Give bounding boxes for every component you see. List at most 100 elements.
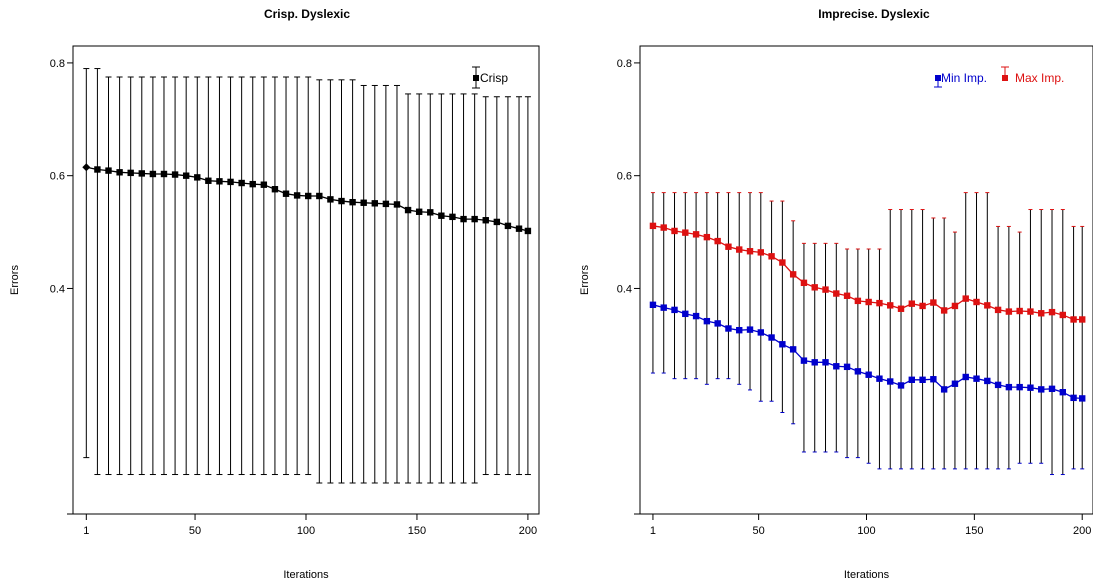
data-point <box>182 172 190 179</box>
data-point <box>682 310 689 318</box>
legend-marker <box>1002 75 1008 81</box>
data-point <box>736 326 743 334</box>
data-point <box>1005 308 1013 315</box>
data-point <box>757 329 764 336</box>
y-axis-label: Errors <box>579 265 591 295</box>
data-point <box>789 271 797 278</box>
data-point <box>149 170 157 178</box>
data-point <box>865 298 872 306</box>
x-axis-label: Iterations <box>844 569 890 581</box>
data-point <box>271 186 279 193</box>
data-point <box>194 174 201 181</box>
data-point <box>725 325 732 332</box>
legend-label: Max Imp. <box>1015 71 1064 85</box>
data-point <box>951 302 959 310</box>
data-point <box>1005 383 1013 391</box>
data-point <box>1059 311 1066 319</box>
data-point <box>800 279 808 287</box>
data-point <box>703 317 711 325</box>
y-tick-label: 0.4 <box>617 283 632 295</box>
data-point <box>1038 310 1045 317</box>
data-point <box>316 192 323 200</box>
data-point <box>746 248 754 255</box>
data-point <box>1027 384 1034 391</box>
data-point <box>865 371 872 378</box>
x-tick-label: 1 <box>83 525 89 537</box>
data-point <box>876 299 883 307</box>
legend-label: Crisp <box>480 71 508 85</box>
data-point <box>1048 385 1056 393</box>
data-point <box>404 206 412 214</box>
data-point <box>660 224 667 231</box>
data-point <box>876 375 883 382</box>
data-point <box>338 197 345 205</box>
y-tick-label: 0.8 <box>617 58 632 70</box>
x-tick-label: 200 <box>1073 525 1091 537</box>
chart-title: Crisp. Dyslexic <box>264 7 350 21</box>
data-point <box>282 190 290 197</box>
data-point <box>789 346 797 353</box>
data-point <box>736 246 743 253</box>
x-tick-label: 200 <box>519 525 537 537</box>
data-point <box>660 304 667 311</box>
y-tick-label: 0.4 <box>50 283 65 295</box>
data-point <box>714 320 721 327</box>
y-axis-label: Errors <box>9 265 21 295</box>
data-point <box>951 380 959 387</box>
data-point <box>994 306 1002 314</box>
data-point <box>671 227 678 235</box>
plot-frame <box>72 45 540 515</box>
legend-marker <box>473 75 479 81</box>
data-point <box>930 299 937 306</box>
data-point <box>908 376 915 384</box>
data-point <box>887 302 894 309</box>
data-point <box>671 306 678 314</box>
y-tick-label: 0.6 <box>50 171 65 183</box>
data-point <box>843 363 851 371</box>
data-point <box>205 177 212 184</box>
data-point <box>138 170 145 177</box>
x-tick-label: 150 <box>408 525 426 537</box>
data-point <box>1016 383 1023 391</box>
data-point <box>940 386 948 393</box>
data-point <box>382 200 390 208</box>
data-point <box>504 222 512 230</box>
data-point <box>238 179 245 187</box>
data-point <box>116 169 123 176</box>
data-point <box>94 166 101 173</box>
data-point <box>768 334 775 341</box>
data-point <box>1070 394 1077 402</box>
data-point <box>127 169 134 177</box>
data-point <box>919 302 926 310</box>
data-point <box>524 227 532 235</box>
y-tick-label: 0.8 <box>50 58 65 70</box>
data-point <box>649 222 657 230</box>
data-point <box>692 312 700 320</box>
data-point <box>779 259 786 266</box>
data-point <box>305 192 312 200</box>
data-point <box>962 295 969 302</box>
data-point <box>714 237 721 245</box>
x-tick-label: 50 <box>753 525 765 537</box>
x-tick-label: 150 <box>965 525 983 537</box>
data-point <box>854 368 862 375</box>
data-point <box>843 292 851 299</box>
data-point <box>216 178 223 185</box>
data-point <box>908 300 915 307</box>
data-point <box>360 199 367 206</box>
chart-title: Imprecise. Dyslexic <box>818 7 930 21</box>
data-point <box>822 359 829 366</box>
data-point <box>1027 308 1034 315</box>
x-tick-label: 1 <box>650 525 656 537</box>
data-point <box>962 373 969 381</box>
x-tick-label: 100 <box>297 525 315 537</box>
data-point <box>1070 316 1077 323</box>
data-point <box>930 376 937 383</box>
data-point <box>260 181 268 188</box>
data-point <box>887 378 894 385</box>
data-point <box>746 326 754 333</box>
data-point <box>973 375 980 382</box>
